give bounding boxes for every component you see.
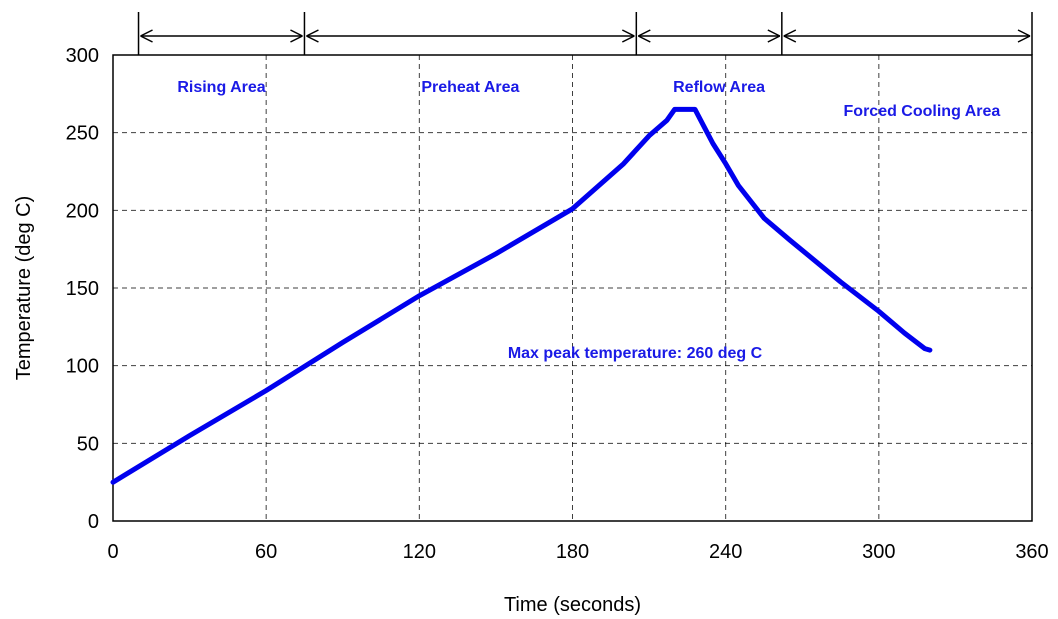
arrowhead-right xyxy=(621,29,635,43)
x-tick-label: 300 xyxy=(862,541,895,563)
y-tick-label: 150 xyxy=(66,278,99,300)
plot-frame xyxy=(112,54,1033,522)
grid-lines xyxy=(113,55,1032,521)
x-tick-label: 360 xyxy=(1015,541,1048,563)
y-tick-label: 300 xyxy=(66,45,99,67)
y-axis-label: Temperature (deg C) xyxy=(13,196,35,381)
region-label: Preheat Area xyxy=(421,79,519,96)
peak-temperature-annotation: Max peak temperature: 260 deg C xyxy=(508,345,763,362)
arrowhead-right xyxy=(767,29,781,43)
region-label: Reflow Area xyxy=(673,79,765,96)
y-tick-label: 0 xyxy=(88,511,99,533)
arrowhead-left xyxy=(140,29,153,43)
arrowhead-right xyxy=(1017,29,1031,43)
arrowhead-left xyxy=(306,29,319,43)
y-tick-label: 100 xyxy=(66,356,99,378)
tick-labels: 0 60 120 180 240 300 360 0 50 100 150 200 250 300 xyxy=(66,45,1049,563)
x-tick-label: 180 xyxy=(556,541,589,563)
y-tick-label: 200 xyxy=(66,200,99,222)
arrowhead-left xyxy=(783,29,797,43)
x-tick-label: 120 xyxy=(403,541,436,563)
y-tick-label: 50 xyxy=(77,433,99,455)
x-tick-label: 60 xyxy=(255,541,277,563)
x-tick-label: 0 xyxy=(107,541,118,563)
region-label: Rising Area xyxy=(177,79,265,96)
arrowhead-left xyxy=(637,29,651,43)
x-axis-label: Time (seconds) xyxy=(504,594,641,616)
series-layer xyxy=(110,106,933,485)
arrowhead-right xyxy=(290,29,303,43)
x-tick-label: 240 xyxy=(709,541,742,563)
region-label: Forced Cooling Area xyxy=(844,103,1001,120)
region-arrows: Rising Area Preheat Area Reflow Area Forced… xyxy=(137,12,1033,120)
temperature-profile-line xyxy=(110,106,933,485)
y-tick-label: 250 xyxy=(66,123,99,145)
